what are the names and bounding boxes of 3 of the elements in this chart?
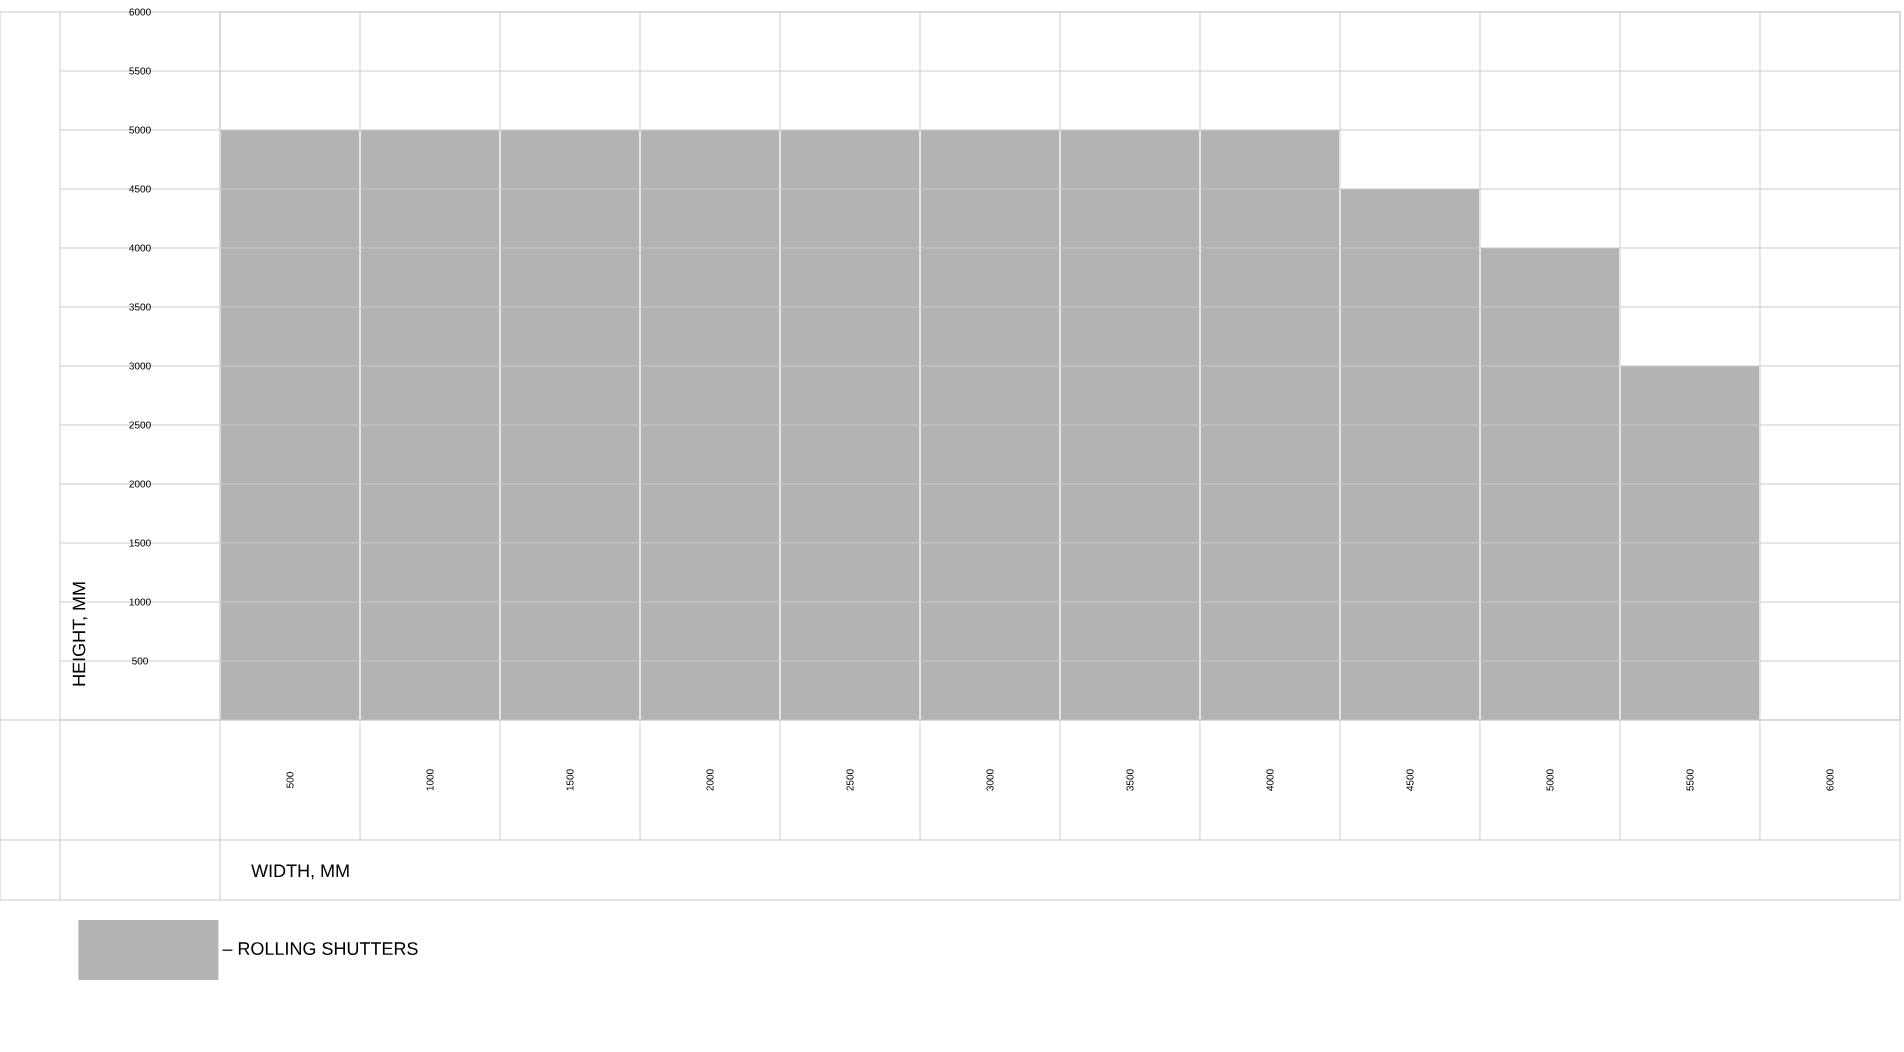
x-axis-title: WIDTH, MM [251, 864, 349, 880]
y-axis-title: HEIGHT, MM [72, 582, 88, 686]
text: – ROLLING SHUTTERS [222, 942, 418, 955]
